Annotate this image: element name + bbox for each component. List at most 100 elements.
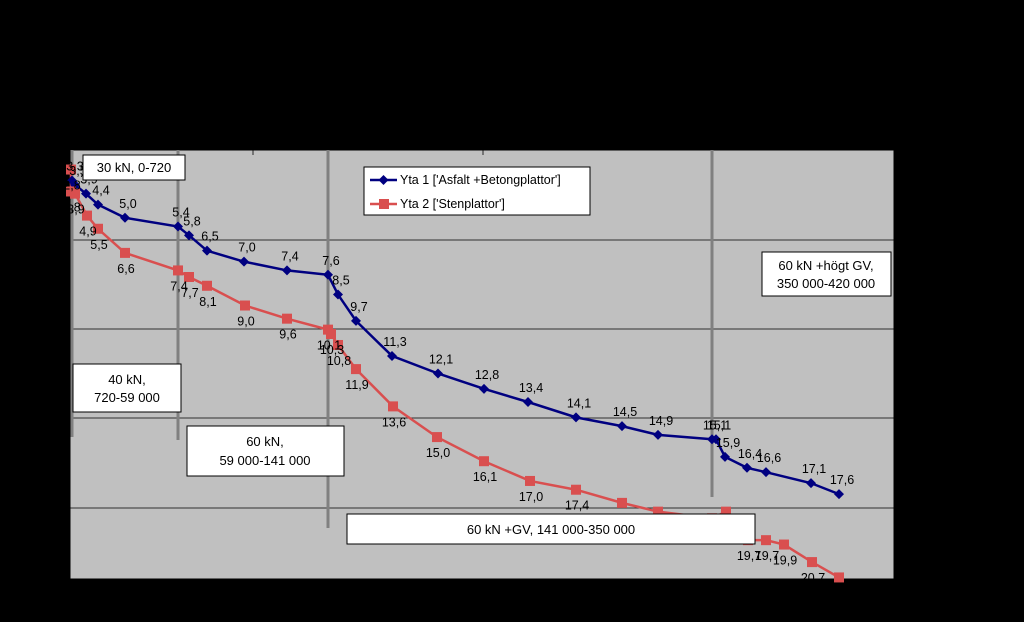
series-1-point: [742, 462, 752, 473]
series-1-data-label: 3,3: [66, 160, 83, 174]
series-1-point: [81, 188, 91, 199]
series-2-point: [240, 300, 250, 311]
series-2-data-label: 2,8: [63, 179, 80, 193]
series-1-point: [351, 315, 361, 326]
legend-series-2-label: Yta 2 ['Stenplattor']: [400, 197, 505, 211]
series-1-data-label: 15,9: [716, 436, 740, 450]
series-1-data-label: 14,5: [613, 405, 637, 419]
series-1-point: [282, 265, 292, 276]
legend-square-marker: [379, 199, 389, 209]
annotation-60kn-hogt-gv-text-1: 60 kN +högt GV,: [778, 258, 873, 273]
series-2-data-label: 20,7: [801, 571, 825, 585]
series-2-data-label: 9,6: [279, 328, 296, 342]
series-2-point: [834, 572, 844, 583]
series-2-data-label: 10,1: [317, 339, 341, 353]
series-2-data-label: 10,3: [320, 343, 344, 357]
series-2-data-label: 5,5: [90, 238, 107, 252]
series-1-point: [523, 397, 533, 408]
series-1-point: [323, 269, 333, 280]
annotation-40kn: 40 kN, 720-59 000: [72, 363, 182, 413]
series-1-point: [720, 451, 730, 462]
series-2-point: [333, 339, 343, 350]
series-1-data-label: 15,1: [703, 418, 727, 432]
series-1-point: [239, 256, 249, 267]
series-2-point: [326, 329, 336, 340]
series-2-data-label: 16,1: [473, 470, 497, 484]
series-1-point: [333, 289, 343, 300]
series-1-data-label: 12,8: [475, 368, 499, 382]
series-1-data-label: 12,1: [429, 352, 453, 366]
series-1-point: [806, 478, 816, 489]
series-1-data-label: 16,6: [757, 451, 781, 465]
annotation-60kn-text-2: 59 000-141 000: [219, 453, 310, 468]
series-2-data-label: 19,7: [737, 549, 761, 563]
series-2-point: [66, 164, 76, 175]
series-2-data-label: 21,4: [828, 586, 852, 600]
series-1-data-label: 17,6: [830, 473, 854, 487]
series-1-point: [711, 434, 721, 445]
series-1-data-label: 14,9: [649, 414, 673, 428]
series-1-point: [761, 467, 771, 478]
series-2-point: [120, 247, 130, 258]
series-2-data-label: 4,9: [79, 225, 96, 239]
annotation-30kn-text: 30 kN, 0-720: [97, 160, 171, 175]
series-1-data-label: 7,6: [322, 254, 339, 268]
series-2-point: [653, 506, 663, 517]
series-2-data-label: 8,1: [199, 295, 216, 309]
series-2-data-label: 15,0: [426, 446, 450, 460]
annotation-30kn: 30 kN, 0-720: [82, 154, 186, 181]
series-1-point: [184, 230, 194, 241]
annotation-60kn-gv-text: 60 kN +GV, 141 000-350 000: [467, 522, 635, 537]
series-1-data-label: 16,4: [738, 447, 762, 461]
series-2-point: [617, 497, 627, 508]
series-2-data-label: 13,6: [382, 415, 406, 429]
series-1-data-label: 5,0: [119, 197, 136, 211]
series-1-point: [433, 368, 443, 379]
series-1-point: [173, 221, 183, 232]
series-1-point: [387, 350, 397, 361]
annotation-40kn-text-2: 720-59 000: [94, 390, 160, 405]
series-1-point: [834, 489, 844, 500]
series-2-point: [70, 188, 80, 199]
series-2-data-label: 17,4: [565, 499, 589, 513]
series-1-point: [479, 383, 489, 394]
series-2-point: [173, 265, 183, 276]
series-2-data-label: 7,7: [181, 286, 198, 300]
series-2-data-label: 19,7: [755, 549, 779, 563]
series-2-data-label: 19,9: [773, 554, 797, 568]
series-2-point: [388, 401, 398, 412]
series-2-point: [351, 364, 361, 375]
series-2-data-label: 17,0: [519, 490, 543, 504]
annotation-60kn-text-1: 60 kN,: [246, 434, 284, 449]
series-1-point: [120, 212, 130, 223]
series-1-data-label: 6,5: [201, 230, 218, 244]
legend-diamond-marker: [378, 175, 389, 185]
series-2-point: [432, 432, 442, 443]
series-1-data-label: 14,1: [567, 396, 591, 410]
series-2-data-label: 10,8: [327, 354, 351, 368]
series-1-data-label: 9,7: [350, 300, 367, 314]
annotation-60kn-gv: 60 kN +GV, 141 000-350 000: [346, 513, 756, 545]
data-labels: 3,33,5 3,9 4,4 5,0 5,45,86,5 7,0 7,4 7,6 8,59,7 1…: [63, 160, 854, 601]
series-1-data-label: 11,3: [383, 335, 406, 349]
series-1-data-label: 5,8: [183, 214, 200, 228]
series-2-point: [761, 535, 771, 546]
series-2-point: [721, 506, 731, 517]
annotation-40kn-text-1: 40 kN,: [108, 372, 146, 387]
series-1-data-label: 17,1: [802, 462, 826, 476]
series-2-data-label: 11,9: [345, 378, 368, 392]
series-2-point: [93, 223, 103, 234]
series-2-point: [571, 484, 581, 495]
series-2-point: [82, 210, 92, 221]
series-2-point: [202, 280, 212, 291]
series-2-point: [479, 456, 489, 467]
series-2-point: [184, 272, 194, 283]
gridlines: [70, 150, 894, 509]
series-1-point: [617, 421, 627, 432]
series-1-point: [202, 245, 212, 256]
series-1-data-label: 5,4: [172, 206, 189, 220]
series-2-data-label: 6,6: [117, 262, 134, 276]
series-2-point: [807, 557, 817, 568]
annotation-60kn-hogt-gv: 60 kN +högt GV, 350 000-420 000: [761, 251, 892, 297]
